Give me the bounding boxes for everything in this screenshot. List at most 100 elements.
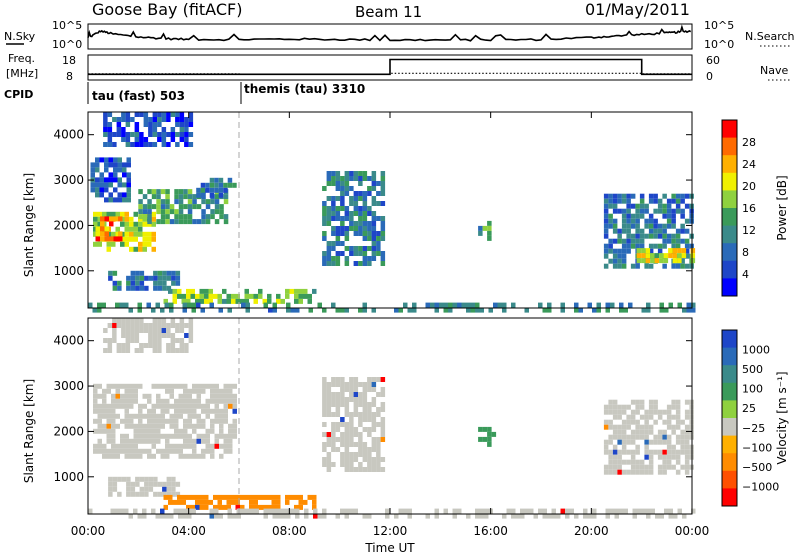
heatmap-cell xyxy=(214,204,220,210)
velocity-cells xyxy=(88,318,696,519)
heatmap-cell xyxy=(303,499,308,505)
y-tick-label: 2000 xyxy=(53,218,84,232)
heatmap-cell xyxy=(205,448,210,454)
heatmap-cell xyxy=(340,377,345,382)
heatmap-cell xyxy=(169,388,174,394)
heatmap-cell xyxy=(130,338,135,343)
heatmap-cell xyxy=(691,307,696,313)
heatmap-cell xyxy=(153,280,158,286)
heatmap-cell xyxy=(644,439,649,445)
heatmap-cell xyxy=(367,382,372,387)
heatmap-cell xyxy=(187,513,192,519)
heatmap-cell xyxy=(617,439,622,445)
heatmap-cell xyxy=(675,198,681,204)
heatmap-cell xyxy=(294,288,299,294)
heatmap-cell xyxy=(612,218,618,224)
heatmap-cell xyxy=(164,513,169,519)
heatmap-cell xyxy=(166,328,171,333)
beam-title: Beam 11 xyxy=(355,3,422,21)
heatmap-cell xyxy=(367,402,372,407)
heatmap-cell xyxy=(560,508,565,514)
heatmap-cell xyxy=(97,241,102,247)
colorbar-swatch xyxy=(722,208,737,227)
heatmap-cell xyxy=(666,414,672,420)
y-tick-label: 1000 xyxy=(53,264,84,278)
heatmap-cell xyxy=(138,438,143,444)
heatmap-cell xyxy=(340,196,345,201)
heatmap-cell xyxy=(213,494,218,500)
heatmap-cell xyxy=(95,177,100,183)
heatmap-cell xyxy=(129,216,134,222)
heatmap-cell xyxy=(196,418,201,424)
heatmap-cell xyxy=(475,302,480,308)
heatmap-cell xyxy=(626,228,631,234)
x-tick-label: 08:00 xyxy=(272,524,307,538)
heatmap-cell xyxy=(675,454,681,460)
heatmap-cell xyxy=(358,246,363,251)
heatmap-cell xyxy=(118,216,123,222)
heatmap-cell xyxy=(219,453,224,459)
heatmap-cell xyxy=(95,226,100,232)
heatmap-cell xyxy=(139,285,145,291)
heatmap-cell xyxy=(612,198,618,204)
heatmap-cell xyxy=(121,132,126,137)
heatmap-cell xyxy=(639,208,645,214)
heatmap-cell xyxy=(188,328,194,333)
heatmap-cell xyxy=(200,182,206,188)
heatmap-cell xyxy=(353,387,359,392)
heatmap-cell xyxy=(111,418,116,424)
y-tick-label: 4000 xyxy=(53,334,84,348)
heatmap-cell xyxy=(104,197,109,203)
heatmap-cell xyxy=(138,433,143,439)
heatmap-cell xyxy=(671,414,676,420)
heatmap-cell xyxy=(124,302,129,308)
heatmap-cell xyxy=(235,504,240,510)
heatmap-cell xyxy=(222,288,227,294)
heatmap-cell xyxy=(358,442,363,447)
heatmap-cell xyxy=(367,447,372,452)
heatmap-cell xyxy=(603,198,609,204)
heatmap-cell xyxy=(151,443,156,449)
heatmap-cell xyxy=(335,236,341,241)
heatmap-cell xyxy=(626,424,631,430)
heatmap-cell xyxy=(380,392,386,397)
heatmap-cell xyxy=(367,226,372,231)
heatmap-cell xyxy=(684,399,690,405)
heatmap-cell xyxy=(222,494,227,500)
heatmap-cell xyxy=(612,444,618,450)
heatmap-cell xyxy=(218,513,223,519)
heatmap-cell xyxy=(112,476,118,482)
heatmap-cell xyxy=(331,211,336,216)
heatmap-cell xyxy=(367,462,372,467)
heatmap-cell xyxy=(240,494,245,500)
heatmap-cell xyxy=(195,494,200,500)
heatmap-cell xyxy=(90,172,95,178)
heatmap-cell xyxy=(192,194,197,200)
heatmap-cell xyxy=(612,464,618,470)
heatmap-cell xyxy=(322,206,327,211)
heatmap-cell xyxy=(232,393,237,399)
nave-tick-bottom: 0 xyxy=(706,70,713,83)
heatmap-cell xyxy=(639,228,645,234)
heatmap-cell xyxy=(133,413,138,419)
heatmap-cell xyxy=(276,298,281,304)
heatmap-cell xyxy=(148,142,153,147)
heatmap-cell xyxy=(213,293,218,299)
heatmap-cell xyxy=(680,464,685,470)
heatmap-cell xyxy=(295,508,300,514)
heatmap-cell xyxy=(142,236,147,242)
heatmap-cell xyxy=(107,132,113,137)
heatmap-cell xyxy=(107,348,113,353)
heatmap-cell xyxy=(621,248,627,254)
heatmap-cell xyxy=(183,443,188,449)
heatmap-cell xyxy=(367,377,372,382)
heatmap-cell xyxy=(267,293,272,299)
heatmap-cell xyxy=(134,142,140,147)
heatmap-cell xyxy=(102,388,107,394)
heatmap-cell xyxy=(102,453,107,459)
heatmap-cell xyxy=(340,201,345,206)
heatmap-cell xyxy=(430,302,435,308)
heatmap-cell xyxy=(160,209,166,215)
heatmap-cell xyxy=(112,486,118,492)
heatmap-cell xyxy=(124,413,129,419)
